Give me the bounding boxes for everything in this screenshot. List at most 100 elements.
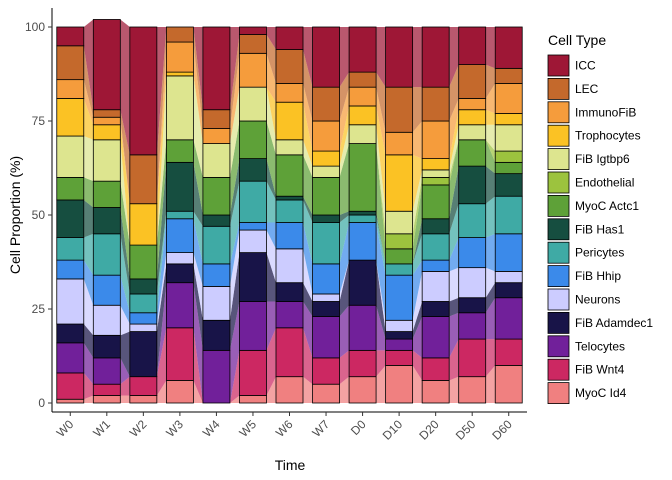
flow-endothelial (485, 139, 496, 163)
flow-icc (266, 27, 276, 50)
flow-neurons (83, 278, 94, 336)
flow-immunofib (193, 42, 203, 144)
flow-immunofib (83, 79, 94, 125)
bar-segment-myoc-id4-w7 (312, 383, 340, 404)
legend-key-fib-igtbp6 (547, 148, 570, 171)
x-tick-label: D10 (380, 417, 406, 443)
flow-fib-igtbp6 (303, 139, 313, 178)
bar-segment-pericytes-d0 (348, 214, 377, 223)
flow-telocytes (339, 305, 350, 358)
bar-segment-fib-adamdec1-w4 (202, 319, 231, 351)
bar-segment-neurons-w5 (239, 229, 267, 253)
bar-segment-trophocytes-w0 (56, 98, 85, 137)
bar-segment-pericytes-w5 (239, 180, 267, 223)
legend-key-fib-hhip (547, 265, 570, 288)
flow-telocytes (266, 301, 276, 351)
flow-myoc-actc1 (229, 121, 240, 215)
flow-myoc-actc1 (412, 184, 423, 264)
flow-telocytes (485, 297, 496, 340)
flow-immunofib (339, 87, 350, 152)
x-tick-label: W6 (273, 417, 296, 440)
bar-segment-telocytes-w7 (312, 316, 340, 359)
flow-trophocytes (303, 102, 313, 167)
y-tick-label: 100 (25, 20, 45, 34)
flow-fib-igtbp6 (412, 169, 423, 234)
bar-segment-lec-d10 (385, 86, 414, 133)
bar-segment-myoc-actc1-d60 (494, 161, 523, 175)
bar-segment-immunofib-w3 (165, 41, 194, 73)
flow-immunofib (485, 83, 496, 114)
flow-endothelial (449, 139, 459, 185)
flow-fib-wnt4 (339, 350, 350, 385)
bar-segment-icc-d10 (385, 26, 414, 88)
bar-segment-lec-w6 (275, 49, 304, 84)
bar-segment-telocytes-w5 (239, 301, 267, 351)
flow-telocytes (83, 342, 94, 385)
flow-myoc-actc1 (376, 143, 386, 264)
flow-myoc-id4 (156, 380, 167, 403)
bar-segment-neurons-w0 (56, 278, 85, 325)
bar-segment-trophocytes-d60 (494, 113, 523, 126)
flow-pericytes (449, 203, 459, 261)
bar-segment-lec-w4 (202, 109, 231, 129)
bar-segment-lec-w3 (165, 26, 194, 43)
flow-neurons (449, 267, 459, 302)
legend-key-immunofib (547, 101, 570, 124)
flow-fib-has1 (412, 218, 423, 264)
legend-label-fib-adamdec1: FiB Adamdec1 (575, 316, 653, 330)
flow-fib-igtbp6 (229, 87, 240, 178)
flow-pericytes (376, 215, 386, 276)
legend-label-neurons: Neurons (575, 293, 620, 307)
legend-key-myoc-actc1 (547, 194, 570, 217)
bar-segment-myoc-id4-d10 (385, 364, 414, 404)
x-tick-label: D60 (489, 417, 515, 443)
x-tick-label: W3 (163, 417, 186, 440)
bar-segment-fib-igtbp6-d20 (421, 169, 450, 178)
flow-lec (449, 64, 459, 121)
flow-pericytes (412, 233, 423, 276)
y-tick-label: 75 (32, 114, 46, 128)
bar-segment-fib-igtbp6-w6 (275, 139, 304, 156)
flow-fib-adamdec1 (156, 263, 167, 377)
flow-neurons (229, 230, 240, 321)
bar-segment-fib-wnt4-w2 (129, 376, 158, 396)
bar-segment-icc-w6 (275, 26, 304, 50)
bar-segment-fib-igtbp6-w5 (239, 86, 267, 122)
flow-fib-has1 (266, 158, 276, 200)
x-axis-label: Time (275, 457, 306, 473)
bar-segment-immunofib-d50 (458, 98, 487, 111)
legend-key-trophocytes (547, 124, 570, 147)
flow-trophocytes (83, 98, 94, 140)
flow-fib-adamdec1 (266, 252, 276, 302)
x-tick-label: W0 (54, 417, 77, 440)
y-ticks: 0 25 50 75 100 (25, 20, 52, 410)
flow-fib-igtbp6 (485, 124, 496, 152)
bar-segment-lec-w5 (239, 34, 267, 54)
flow-myoc-id4 (449, 376, 459, 403)
y-tick-label: 25 (32, 302, 46, 316)
flow-immunofib (303, 83, 313, 152)
flow-pericytes (303, 199, 313, 264)
bar-segment-icc-d50 (458, 26, 487, 65)
bar-segment-fib-adamdec1-w5 (239, 252, 267, 302)
bar-segment-neurons-w2 (129, 323, 158, 332)
bar-segment-neurons-d50 (458, 267, 487, 299)
flow-fib-adamdec1 (339, 260, 350, 317)
flow-fib-hhip (83, 260, 94, 306)
bar-segment-fib-igtbp6-d0 (348, 124, 377, 144)
flow-fib-hhip (412, 260, 423, 321)
bar-segment-immunofib-w5 (239, 52, 267, 88)
flow-lec (339, 72, 350, 121)
flow-telocytes (120, 357, 130, 385)
flow-pericytes (229, 181, 240, 264)
flow-fib-igtbp6 (376, 124, 386, 234)
legend: Cell Type ICC LEC ImmunoFiB Trophocytes FiB … (547, 32, 653, 405)
bar-segment-pericytes-w4 (202, 225, 231, 265)
flow-icc (449, 27, 459, 88)
flow-fib-hhip (156, 218, 167, 325)
flow-icc (412, 27, 423, 88)
flow-pericytes (193, 211, 203, 264)
flow-fib-has1 (229, 158, 240, 227)
flow-trophocytes (156, 72, 167, 246)
flow-icc (303, 27, 313, 88)
